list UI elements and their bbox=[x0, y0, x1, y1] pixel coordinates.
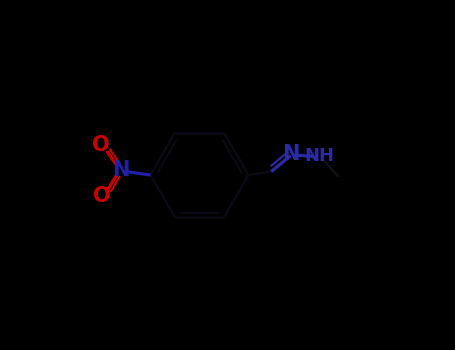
Text: O: O bbox=[91, 134, 109, 155]
Text: N: N bbox=[282, 144, 299, 164]
Text: N: N bbox=[112, 160, 129, 180]
Text: NH: NH bbox=[304, 147, 334, 166]
Text: O: O bbox=[93, 186, 110, 206]
